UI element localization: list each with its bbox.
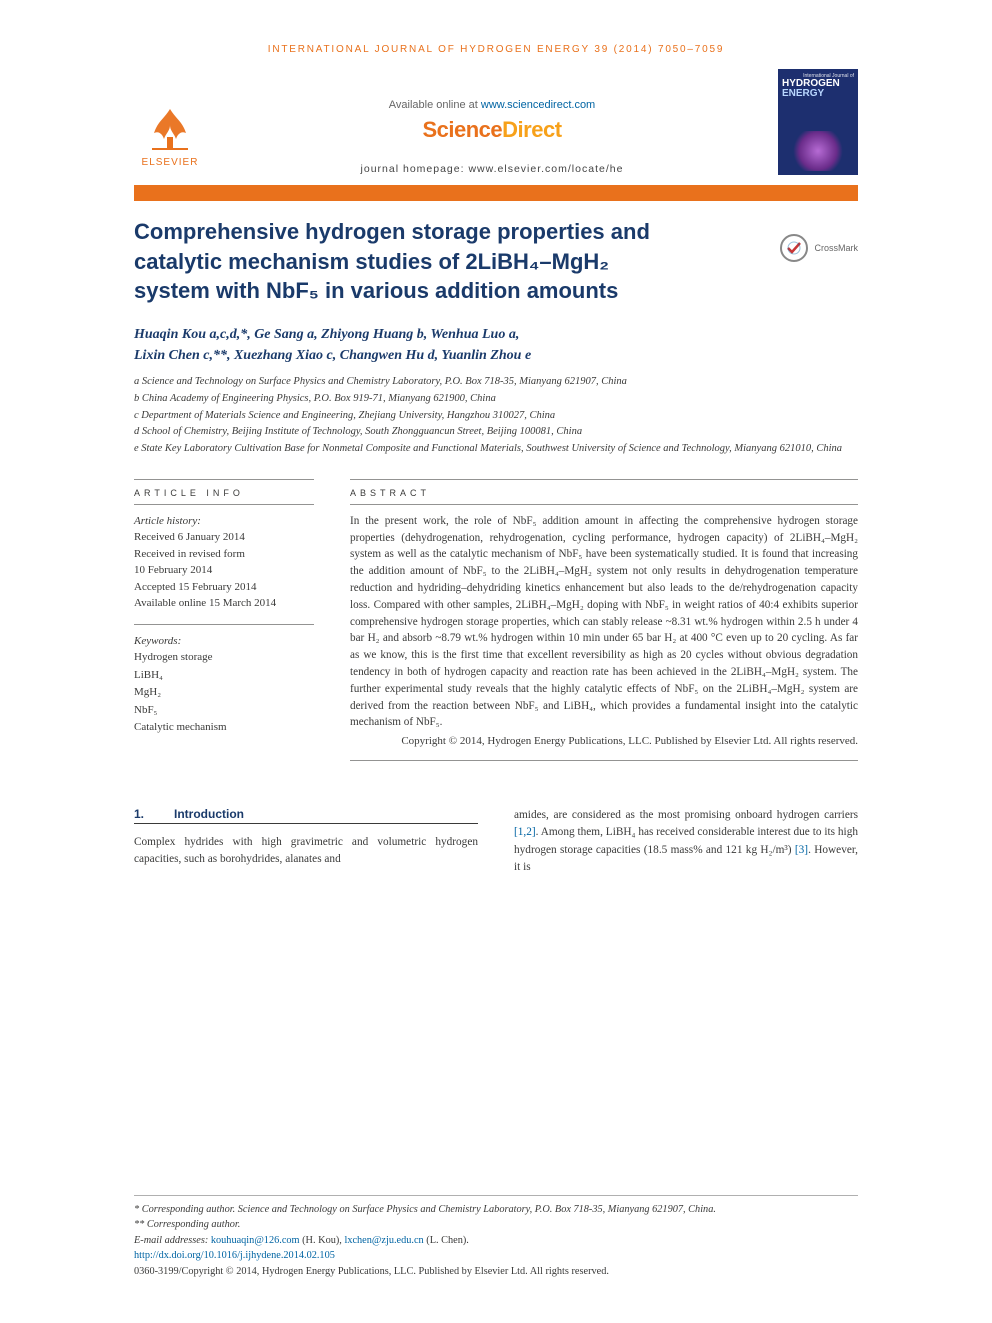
affiliations-block: a Science and Technology on Surface Phys… <box>134 374 858 457</box>
rule <box>350 760 858 761</box>
history-item: Received in revised form <box>134 546 314 563</box>
affiliation: b China Academy of Engineering Physics, … <box>134 391 858 407</box>
paper-title: Comprehensive hydrogen storage propertie… <box>134 217 694 306</box>
section-heading: 1. Introduction <box>134 807 478 824</box>
citation-link[interactable]: [1,2] <box>514 826 536 838</box>
email-name: (H. Kou), <box>300 1235 345 1246</box>
homepage-prefix: journal homepage: <box>361 163 469 175</box>
homepage-url[interactable]: www.elsevier.com/locate/he <box>468 163 623 175</box>
publisher-header: ELSEVIER Available online at www.science… <box>134 69 858 175</box>
emails-label: E-mail addresses: <box>134 1235 211 1246</box>
keyword: LiBH₄ <box>134 667 314 684</box>
authors-line: Huaqin Kou a,c,d,*, Ge Sang a, Zhiyong H… <box>134 327 519 342</box>
abstract-column: ABSTRACT In the present work, the role o… <box>350 479 858 761</box>
affiliation: a Science and Technology on Surface Phys… <box>134 374 858 390</box>
intro-right-column: amides, are considered as the most promi… <box>514 807 858 877</box>
available-prefix: Available online at <box>389 99 481 111</box>
sd-word-a: Science <box>422 117 502 142</box>
cover-title: HYDROGEN ENERGY <box>782 79 854 99</box>
cover-title-b: ENERGY <box>782 88 824 99</box>
authors-block: Huaqin Kou a,c,d,*, Ge Sang a, Zhiyong H… <box>134 324 858 366</box>
cover-art-icon <box>782 131 854 171</box>
sciencedirect-url[interactable]: www.sciencedirect.com <box>481 99 595 111</box>
email-line: E-mail addresses: kouhuaqin@126.com (H. … <box>134 1233 858 1248</box>
title-line: catalytic mechanism studies of 2LiBH₄–Mg… <box>134 249 609 274</box>
section-title: Introduction <box>174 807 244 821</box>
article-history: Article history: Received 6 January 2014… <box>134 513 314 612</box>
crossmark-label: CrossMark <box>814 243 858 253</box>
keywords-block: Keywords: Hydrogen storage LiBH₄ MgH₂ Nb… <box>134 633 314 736</box>
orange-divider-bar <box>134 185 858 201</box>
info-abstract-row: ARTICLE INFO Article history: Received 6… <box>134 479 858 761</box>
crossmark-badge[interactable]: CrossMark <box>780 234 858 262</box>
abstract-copyright: Copyright © 2014, Hydrogen Energy Public… <box>350 733 858 750</box>
article-info-head: ARTICLE INFO <box>134 488 314 498</box>
history-item: Received 6 January 2014 <box>134 529 314 546</box>
intro-left-column: 1. Introduction Complex hydrides with hi… <box>134 807 478 877</box>
affiliation: c Department of Materials Science and En… <box>134 408 858 424</box>
sd-word-b: Direct <box>502 117 561 142</box>
article-info-column: ARTICLE INFO Article history: Received 6… <box>134 479 314 761</box>
title-line: system with NbF₅ in various addition amo… <box>134 278 618 303</box>
body-columns: 1. Introduction Complex hydrides with hi… <box>134 807 858 877</box>
elsevier-wordmark: ELSEVIER <box>142 157 199 168</box>
abstract-head: ABSTRACT <box>350 488 858 498</box>
author-email-link[interactable]: kouhuaqin@126.com <box>211 1235 300 1246</box>
abstract-text: In the present work, the role of NbF₅ ad… <box>350 513 858 731</box>
doi-link[interactable]: http://dx.doi.org/10.1016/j.ijhydene.201… <box>134 1248 858 1263</box>
rule <box>134 504 314 505</box>
keyword: Catalytic mechanism <box>134 719 314 736</box>
keywords-label: Keywords: <box>134 633 314 650</box>
title-line: Comprehensive hydrogen storage propertie… <box>134 219 650 244</box>
history-label: Article history: <box>134 513 314 530</box>
rule <box>134 624 314 625</box>
elsevier-tree-icon <box>144 103 196 155</box>
email-name: (L. Chen). <box>424 1235 469 1246</box>
body-text: amides, are considered as the most promi… <box>514 809 858 821</box>
rule <box>134 1195 858 1196</box>
journal-homepage-line: journal homepage: www.elsevier.com/locat… <box>361 163 624 175</box>
history-item: 10 February 2014 <box>134 562 314 579</box>
journal-cover-thumb: International Journal of HYDROGEN ENERGY <box>778 69 858 175</box>
elsevier-logo: ELSEVIER <box>134 95 206 175</box>
intro-paragraph: Complex hydrides with high gravimetric a… <box>134 834 478 869</box>
intro-paragraph: amides, are considered as the most promi… <box>514 807 858 877</box>
corresponding-author-note: * Corresponding author. Science and Tech… <box>134 1202 858 1217</box>
rule <box>350 479 858 480</box>
crossmark-icon <box>780 234 808 262</box>
section-number: 1. <box>134 807 144 821</box>
page-footer: * Corresponding author. Science and Tech… <box>134 1195 858 1279</box>
keyword: MgH₂ <box>134 684 314 701</box>
running-head: INTERNATIONAL JOURNAL OF HYDROGEN ENERGY… <box>134 44 858 55</box>
keyword: NbF₅ <box>134 702 314 719</box>
available-online-line: Available online at www.sciencedirect.co… <box>389 99 595 111</box>
author-email-link[interactable]: lxchen@zju.edu.cn <box>344 1235 423 1246</box>
rule <box>134 479 314 480</box>
citation-link[interactable]: [3] <box>795 844 808 856</box>
journal-page: INTERNATIONAL JOURNAL OF HYDROGEN ENERGY… <box>0 0 992 1323</box>
corresponding-author-note: ** Corresponding author. <box>134 1217 858 1232</box>
sciencedirect-wordmark: ScienceDirect <box>422 117 561 143</box>
authors-line: Lixin Chen c,**, Xuezhang Xiao c, Changw… <box>134 348 531 363</box>
history-item: Available online 15 March 2014 <box>134 595 314 612</box>
keyword: Hydrogen storage <box>134 649 314 666</box>
history-item: Accepted 15 February 2014 <box>134 579 314 596</box>
issn-copyright: 0360-3199/Copyright © 2014, Hydrogen Ene… <box>134 1264 858 1279</box>
header-center: Available online at www.sciencedirect.co… <box>228 99 756 175</box>
keywords-list: Hydrogen storage LiBH₄ MgH₂ NbF₅ Catalyt… <box>134 649 314 736</box>
cover-subtitle: International Journal of <box>782 73 854 79</box>
affiliation: e State Key Laboratory Cultivation Base … <box>134 441 858 457</box>
rule <box>350 504 858 505</box>
affiliation: d School of Chemistry, Beijing Institute… <box>134 424 858 440</box>
